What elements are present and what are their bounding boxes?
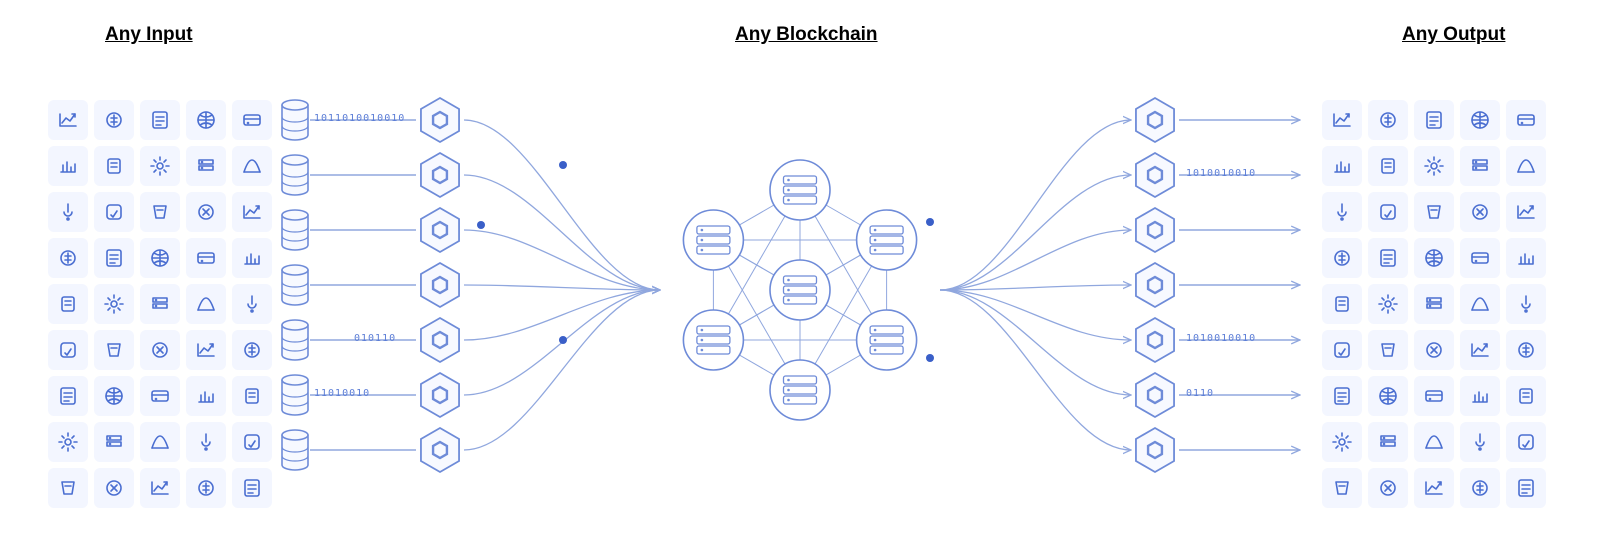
binary-stream: 1010010010 <box>1186 168 1256 179</box>
oracle-hex-node-icon <box>421 263 459 307</box>
database-cylinder-icon <box>282 375 308 415</box>
blockchain-node-icon <box>857 310 917 370</box>
oracle-hex-node-icon <box>421 428 459 472</box>
database-cylinder-icon <box>282 265 308 305</box>
binary-stream: 1010010010 <box>1186 333 1256 344</box>
oracle-hex-node-icon <box>1136 318 1174 362</box>
diagram-canvas: Any Input Any Blockchain Any Output 1011… <box>0 0 1600 539</box>
database-cylinder-icon <box>282 210 308 250</box>
database-cylinder-icon <box>282 100 308 140</box>
oracle-hex-node-icon <box>421 153 459 197</box>
oracle-hex-node-icon <box>1136 98 1174 142</box>
database-cylinder-icon <box>282 320 308 360</box>
oracle-hex-node-icon <box>1136 428 1174 472</box>
oracle-hex-node-icon <box>1136 373 1174 417</box>
oracle-hex-node-icon <box>1136 263 1174 307</box>
database-cylinder-icon <box>282 155 308 195</box>
blockchain-node-icon <box>683 310 743 370</box>
oracle-hex-node-icon <box>1136 153 1174 197</box>
diagram-svg <box>0 0 1600 539</box>
oracle-hex-node-icon <box>1136 208 1174 252</box>
binary-stream: 0110 <box>1186 388 1214 399</box>
blockchain-node-icon <box>683 210 743 270</box>
database-cylinder-icon <box>282 430 308 470</box>
blockchain-node-icon <box>857 210 917 270</box>
oracle-hex-node-icon <box>421 373 459 417</box>
oracle-hex-node-icon <box>421 318 459 362</box>
oracle-hex-node-icon <box>421 98 459 142</box>
blockchain-node-icon <box>770 260 830 320</box>
blockchain-node-icon <box>770 160 830 220</box>
blockchain-node-icon <box>770 360 830 420</box>
binary-stream: 11010010 <box>314 388 370 399</box>
binary-stream: 010110 <box>354 333 396 344</box>
oracle-hex-node-icon <box>421 208 459 252</box>
binary-stream: 1011010010010 <box>314 113 405 124</box>
